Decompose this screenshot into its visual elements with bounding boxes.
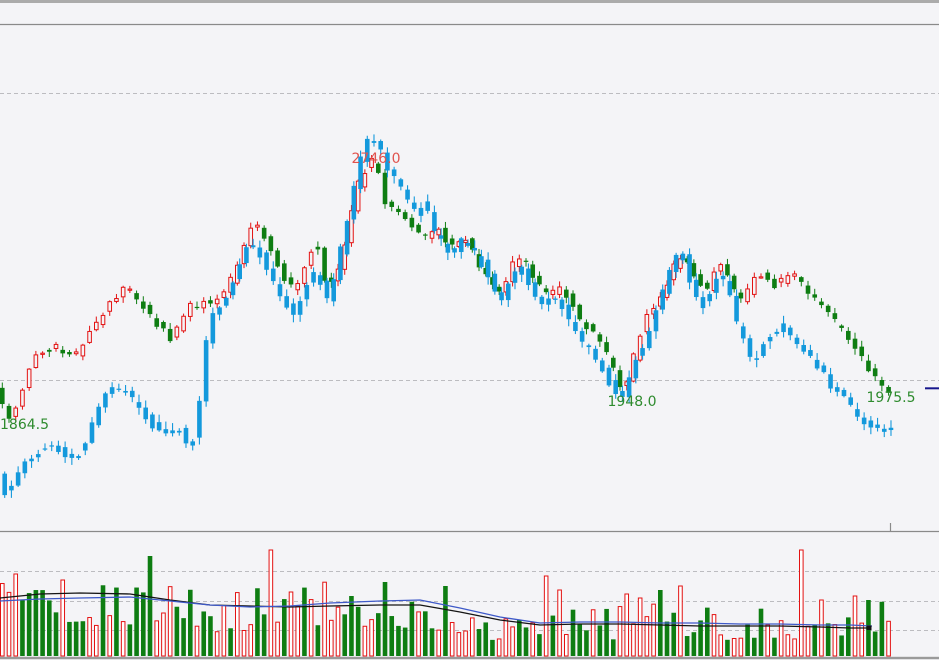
volume-ma-blue-line [0, 596, 873, 627]
price-label-1864.5: 1864.5 [0, 417, 49, 433]
price-label-2746.0: 2746.0 [352, 151, 401, 167]
price-label-1948.0: 1948.0 [608, 394, 657, 410]
price-pane[interactable]: 2746.0 1864.5 1948.0 1975.5 [0, 134, 939, 498]
ma-endpoint-marker [866, 625, 872, 630]
volume-bars [0, 549, 891, 657]
volume-pane[interactable] [0, 549, 891, 657]
volume-ma-black-line [0, 592, 870, 629]
price-annotations: 2746.0 1864.5 1948.0 1975.5 [0, 151, 916, 433]
price-label-1975.5: 1975.5 [867, 390, 916, 406]
overlay-candles-series [2, 134, 894, 498]
main-candles-series [0, 155, 891, 423]
